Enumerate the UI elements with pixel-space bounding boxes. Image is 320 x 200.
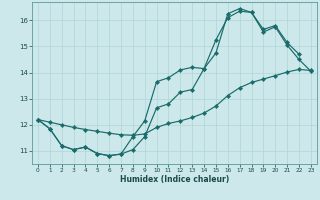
X-axis label: Humidex (Indice chaleur): Humidex (Indice chaleur) [120, 175, 229, 184]
